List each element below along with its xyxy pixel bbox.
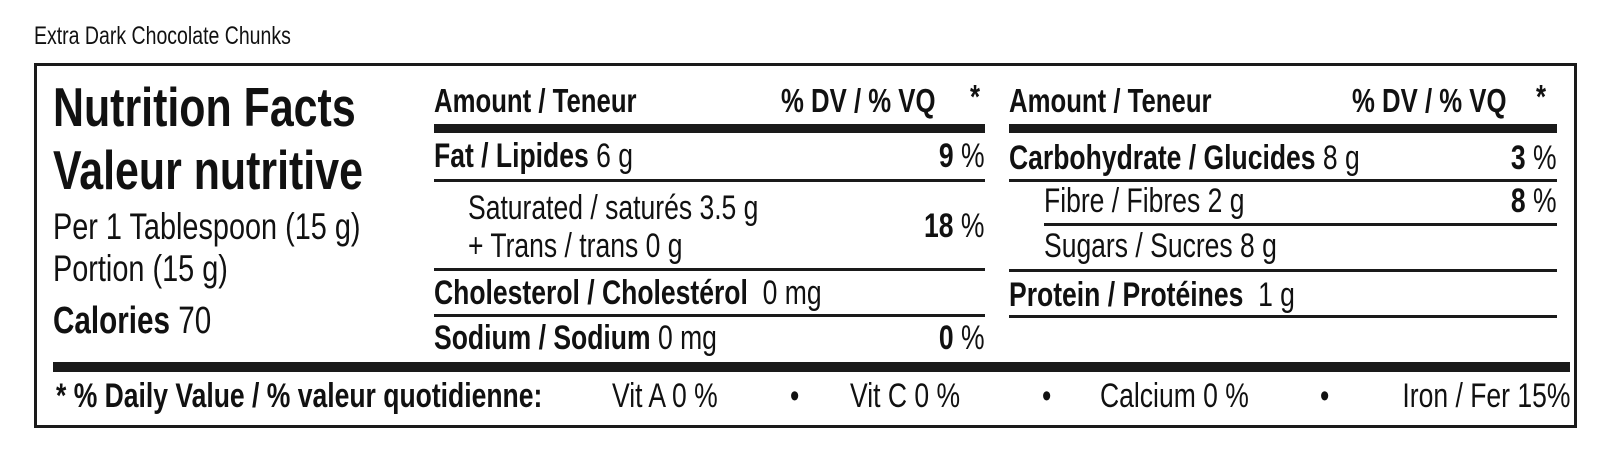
protein-row: Protein / Protéines 1 g	[1009, 278, 1295, 312]
fat-label: Fat / Lipides	[434, 137, 589, 175]
fat-dv: 9 %	[939, 139, 985, 173]
vitamin-a: Vit A 0 %	[612, 377, 718, 415]
sugars-label: Sugars / Sucres 8 g	[1044, 227, 1277, 265]
serving-size-english: Per 1 Tablespoon (15 g)	[53, 206, 361, 247]
nutrition-facts-panel	[34, 63, 1577, 428]
fat-row: Fat / Lipides 6 g	[434, 139, 633, 173]
fibre-dv: 8 %	[1511, 184, 1557, 218]
sodium-label: Sodium / Sodium	[434, 319, 651, 357]
row-divider	[1044, 223, 1557, 226]
bullet-separator: •	[1042, 377, 1052, 415]
row-divider	[1009, 179, 1557, 182]
carbohydrate-amount: 8 g	[1322, 139, 1360, 177]
sodium-dv-value: 0	[939, 319, 955, 357]
product-name: Extra Dark Chocolate Chunks	[34, 22, 291, 50]
carbohydrate-dv: 3 %	[1511, 141, 1557, 175]
vitamin-c: Vit C 0 %	[850, 377, 961, 415]
pct-sign: %	[961, 137, 985, 175]
sodium-row: Sodium / Sodium 0 mg	[434, 321, 717, 355]
calories-label: Calories	[53, 300, 170, 342]
title-french: Valeur nutritive	[53, 139, 363, 201]
header-thick-rule-right	[1009, 124, 1557, 133]
title-english: Nutrition Facts	[53, 76, 356, 138]
dv-asterisk: *	[970, 78, 981, 115]
fibre-dv-value: 8	[1511, 182, 1527, 220]
saturated-dv: 18 %	[925, 209, 985, 243]
pct-sign: %	[1533, 182, 1557, 220]
dv-asterisk-right: *	[1536, 78, 1547, 115]
calcium: Calcium 0 %	[1100, 377, 1249, 415]
iron: Iron / Fer 15%	[1401, 377, 1570, 415]
cholesterol-row: Cholesterol / Cholestérol 0 mg	[434, 276, 822, 310]
cholesterol-label: Cholesterol / Cholestérol	[434, 274, 748, 312]
sodium-dv: 0 %	[939, 321, 985, 355]
saturated-dv-value: 18	[924, 207, 955, 245]
fat-amount: 6 g	[596, 137, 633, 175]
pct-sign: %	[961, 207, 985, 245]
pct-sign: %	[1533, 139, 1557, 177]
serving-size-french: Portion (15 g)	[53, 248, 228, 289]
row-divider	[1009, 315, 1557, 318]
row-divider	[434, 268, 985, 271]
row-divider	[434, 314, 985, 317]
fat-dv-value: 9	[939, 137, 955, 175]
trans-label: + Trans / trans 0 g	[468, 227, 683, 265]
row-divider	[1009, 269, 1557, 272]
saturated-label: Saturated / saturés 3.5 g	[468, 189, 759, 227]
dv-header-right: % DV / % VQ	[1352, 82, 1507, 119]
bullet-separator: •	[1320, 377, 1330, 415]
calories-value: 70	[178, 300, 212, 342]
cholesterol-amount: 0 mg	[762, 274, 822, 312]
footer-thick-rule	[53, 362, 1570, 372]
pct-sign: %	[961, 319, 985, 357]
protein-amount: 1 g	[1258, 276, 1295, 314]
carbohydrate-row: Carbohydrate / Glucides 8 g	[1009, 141, 1360, 175]
amount-header: Amount / Teneur	[434, 82, 637, 119]
bullet-separator: •	[790, 377, 800, 415]
dv-header: % DV / % VQ	[781, 82, 936, 119]
row-divider	[434, 179, 985, 182]
fibre-label: Fibre / Fibres 2 g	[1044, 182, 1245, 220]
carbohydrate-label: Carbohydrate / Glucides	[1009, 139, 1316, 177]
sodium-amount: 0 mg	[657, 319, 717, 357]
calories: Calories 70	[53, 302, 211, 340]
amount-header-right: Amount / Teneur	[1009, 82, 1212, 119]
header-thick-rule	[434, 124, 985, 133]
protein-label: Protein / Protéines	[1009, 276, 1244, 314]
carbohydrate-dv-value: 3	[1511, 139, 1527, 177]
daily-value-footnote: * % Daily Value / % valeur quotidienne:	[56, 377, 543, 415]
